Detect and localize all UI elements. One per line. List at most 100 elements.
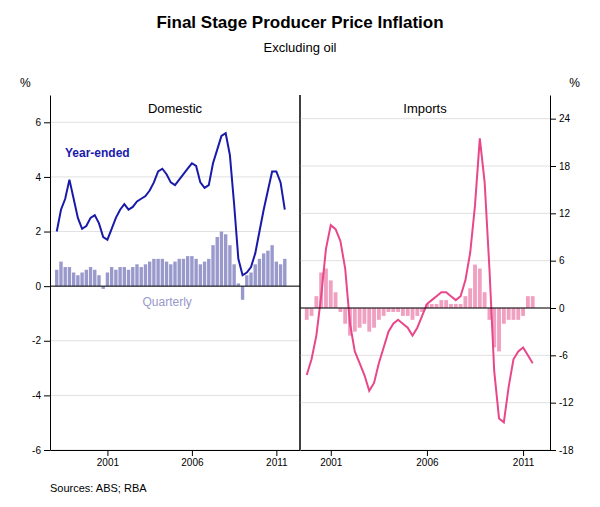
- bar: [262, 253, 265, 286]
- bar: [173, 262, 176, 287]
- tick-label: 0: [559, 303, 565, 314]
- tick-mark: [276, 450, 277, 456]
- grid-line: [50, 340, 300, 341]
- tick-label: 2006: [416, 457, 439, 468]
- tick-mark: [331, 450, 332, 456]
- tick-label: 2001: [97, 457, 120, 468]
- tick-mark: [44, 232, 50, 233]
- bar: [473, 265, 477, 308]
- bar: [232, 264, 235, 286]
- tick-mark: [550, 213, 556, 214]
- bar: [152, 259, 155, 286]
- bar: [502, 308, 506, 324]
- bar: [439, 300, 443, 308]
- bar: [76, 275, 79, 286]
- bar: [526, 296, 530, 308]
- tick-mark: [44, 341, 50, 342]
- bar: [401, 308, 405, 316]
- bar: [110, 267, 113, 286]
- tick-label: 0: [35, 281, 41, 292]
- bar: [449, 304, 453, 308]
- grid-line: [300, 166, 550, 167]
- bar: [80, 273, 83, 287]
- tick-mark: [550, 261, 556, 262]
- bar: [64, 267, 67, 286]
- bar: [254, 264, 257, 286]
- bar: [85, 270, 88, 286]
- series-label: Quarterly: [143, 295, 192, 309]
- divider: [300, 95, 301, 450]
- bar: [430, 304, 434, 308]
- x-axis: 2001 2006 2011: [301, 450, 551, 468]
- bar: [156, 259, 159, 286]
- grid-line: [300, 450, 550, 451]
- zero-line: [50, 286, 300, 287]
- grid: [50, 122, 300, 450]
- bar: [131, 267, 134, 286]
- tick: 2: [35, 226, 50, 237]
- bar: [89, 267, 92, 286]
- axis-line: [301, 450, 551, 451]
- bar: [329, 280, 333, 308]
- grid-line: [300, 213, 550, 214]
- tick: 2006: [181, 450, 204, 468]
- zero-line: [300, 308, 550, 309]
- bar: [270, 245, 273, 286]
- bar: [258, 259, 261, 286]
- title: Final Stage Producer Price Inflation: [156, 13, 443, 32]
- tick-label: 2001: [320, 457, 343, 468]
- bar: [372, 308, 376, 328]
- source: Sources: ABS; RBA: [50, 482, 147, 494]
- grid-line: [50, 395, 300, 396]
- tick-mark: [107, 450, 108, 456]
- axis-line: [550, 96, 551, 451]
- subtitle: Excluding oil: [264, 40, 337, 55]
- bar: [435, 304, 439, 308]
- plot-area: [55, 133, 286, 300]
- bar: [228, 245, 231, 286]
- bar: [216, 237, 219, 286]
- bar: [483, 292, 487, 308]
- bar: [97, 275, 100, 286]
- tick-mark: [44, 395, 50, 396]
- bar: [353, 308, 357, 332]
- series-label: Year-ended: [65, 146, 130, 160]
- tick-label: 2: [35, 226, 41, 237]
- bar: [310, 308, 314, 316]
- grid-line: [300, 308, 550, 309]
- grid-line: [50, 231, 300, 232]
- bar: [59, 262, 62, 287]
- axis-label: %: [569, 76, 580, 90]
- bar: [314, 296, 318, 308]
- bar: [93, 270, 96, 286]
- tick-mark: [550, 450, 556, 451]
- divider: [300, 95, 301, 450]
- axis-label: %: [20, 76, 31, 90]
- bar: [169, 264, 172, 286]
- y-axis: -18-12-606121824: [550, 96, 574, 456]
- plot-area: [305, 138, 535, 422]
- tick-mark: [44, 177, 50, 178]
- bar: [161, 259, 164, 286]
- bar: [531, 296, 535, 308]
- bar: [72, 273, 75, 287]
- bar: [334, 292, 338, 308]
- tick-mark: [44, 450, 50, 451]
- tick: -2: [32, 335, 50, 346]
- chart: Final Stage Producer Price Inflation Excl…: [0, 0, 600, 507]
- tick: 2011: [513, 450, 535, 468]
- grid-line: [300, 118, 550, 119]
- bar: [468, 288, 472, 308]
- tick: -6: [32, 445, 50, 456]
- axis-line: [50, 96, 51, 451]
- bar: [266, 251, 269, 287]
- bar: [207, 259, 210, 286]
- grid-line: [300, 260, 550, 261]
- bar: [220, 232, 223, 287]
- bar: [68, 267, 71, 286]
- tick: 4: [35, 172, 50, 183]
- bar: [478, 269, 482, 308]
- y-axis: -6-4-20246: [32, 96, 50, 456]
- grid-line: [300, 402, 550, 403]
- tick: -18: [550, 445, 574, 456]
